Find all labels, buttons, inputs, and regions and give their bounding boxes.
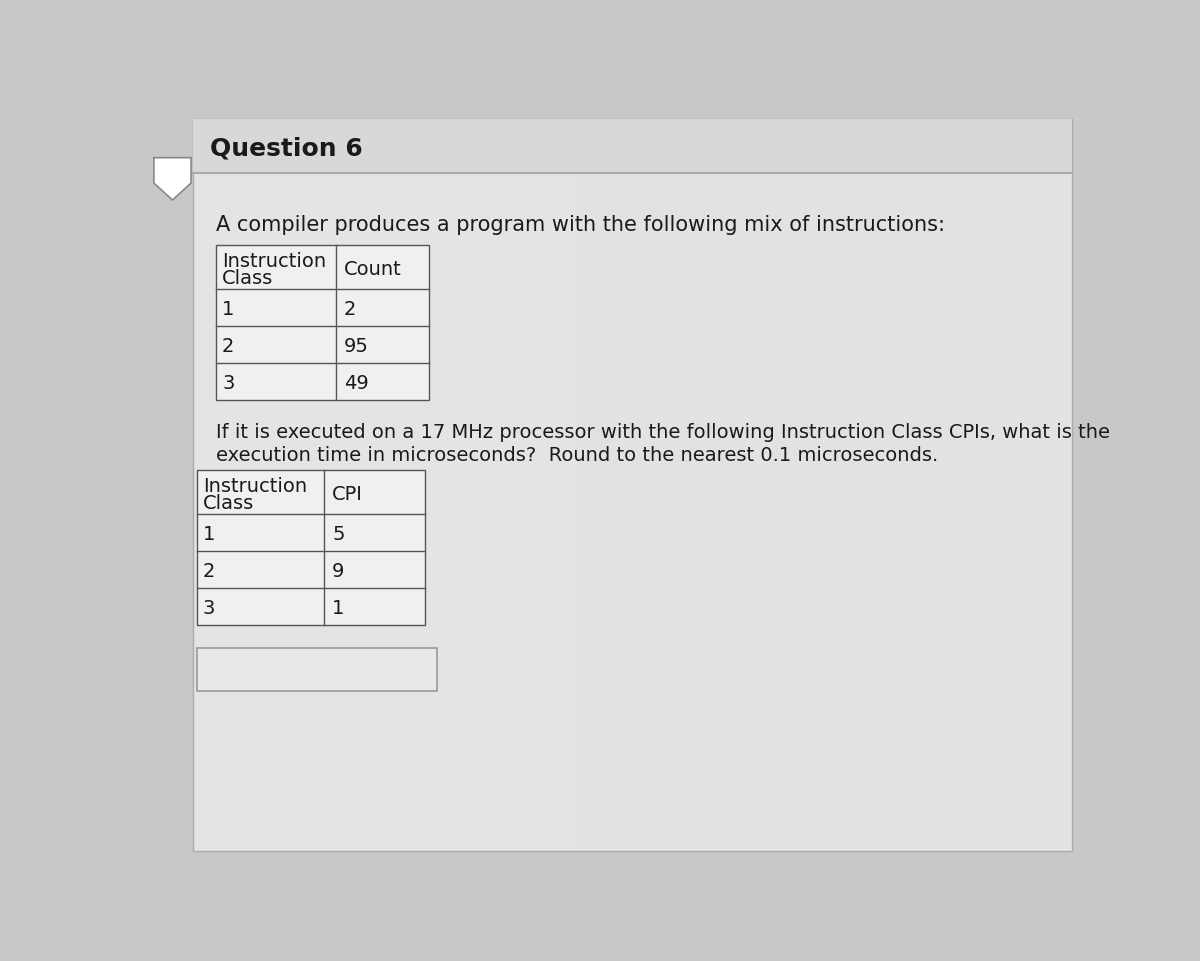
Text: 3: 3 — [222, 374, 234, 393]
Bar — [216, 245, 430, 400]
Text: 5: 5 — [332, 525, 344, 544]
Text: execution time in microseconds?  Round to the nearest 0.1 microseconds.: execution time in microseconds? Round to… — [216, 447, 938, 465]
Text: Question 6: Question 6 — [210, 136, 362, 160]
Polygon shape — [154, 158, 191, 200]
Text: Class: Class — [222, 269, 274, 288]
Text: Count: Count — [343, 260, 402, 279]
Text: 2: 2 — [343, 300, 356, 319]
Text: 1: 1 — [222, 300, 234, 319]
Text: 9: 9 — [332, 562, 344, 580]
Text: A compiler produces a program with the following mix of instructions:: A compiler produces a program with the f… — [216, 215, 944, 235]
Text: 1: 1 — [332, 599, 344, 618]
Text: 2: 2 — [222, 337, 234, 357]
Text: CPI: CPI — [332, 485, 364, 504]
Text: 1: 1 — [203, 525, 215, 544]
Bar — [576, 177, 1068, 847]
Text: 3: 3 — [203, 599, 215, 618]
Text: Instruction: Instruction — [203, 478, 307, 496]
Text: 2: 2 — [203, 562, 215, 580]
Text: Instruction: Instruction — [222, 253, 326, 271]
Text: Class: Class — [203, 494, 254, 513]
Text: 95: 95 — [343, 337, 368, 357]
Bar — [197, 470, 425, 625]
Bar — [193, 119, 1073, 173]
Bar — [197, 648, 437, 691]
Text: If it is executed on a 17 MHz processor with the following Instruction Class CPI: If it is executed on a 17 MHz processor … — [216, 423, 1110, 442]
Text: 49: 49 — [343, 374, 368, 393]
